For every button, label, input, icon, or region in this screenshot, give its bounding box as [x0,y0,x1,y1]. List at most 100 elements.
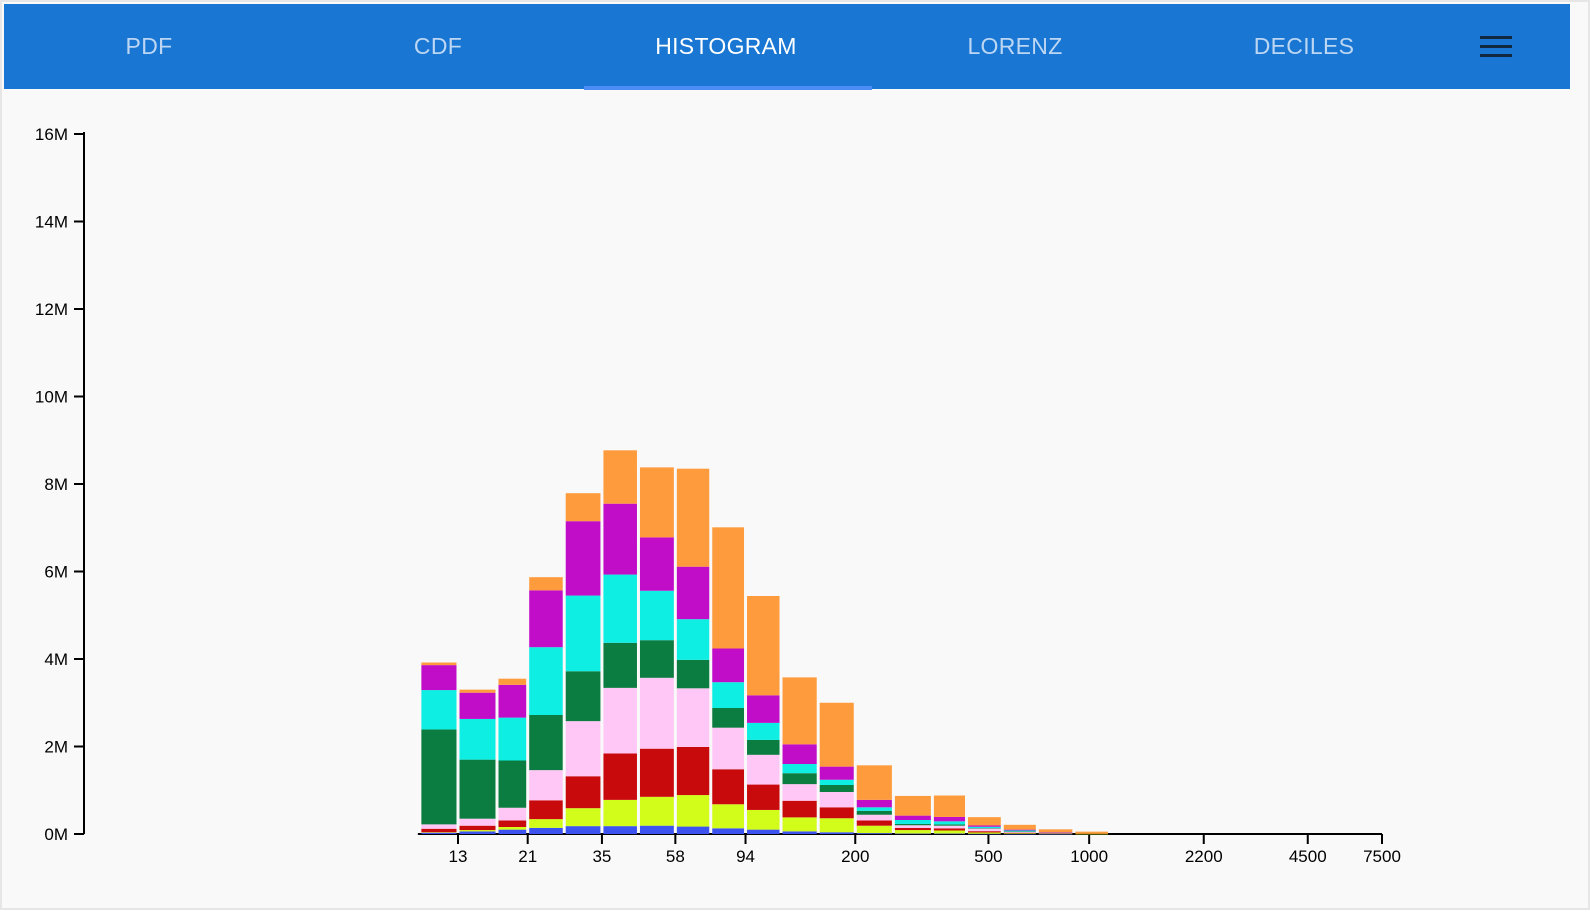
bar-segment [747,784,780,810]
tab-pdf[interactable]: PDF [125,33,173,59]
bar-segment [639,590,674,641]
y-tick-label: 16M [35,125,68,144]
x-tick-label: 500 [974,847,1002,866]
bar-segment [1003,824,1036,830]
bar-segment [676,659,710,689]
bar-segment [498,829,527,834]
bar-segment [819,779,854,785]
bar-segment [639,748,674,797]
bar-segment [1075,833,1108,835]
bar-segment [782,831,817,834]
bar-segment [639,640,674,678]
bar-stacks [421,450,1108,835]
bar-segment [968,825,1001,827]
x-tick-label: 1000 [1070,847,1108,866]
x-tick-label: 58 [666,847,685,866]
y-tick-label: 4M [44,650,68,669]
x-axis: 13 21 35 58 94 200 500 1000 2200 4500 7500 [417,833,1401,866]
bar-segment [1038,833,1073,835]
bar-segment [565,521,601,596]
bar-segment [968,826,1001,829]
bar-segment [529,770,563,801]
bar-segment [498,684,527,718]
bar-segment [712,828,745,834]
bar-segment [498,717,527,761]
bar-segment [529,819,563,828]
bar-segment [933,828,966,831]
bar-segment [856,814,892,821]
tab-histogram[interactable]: HISTOGRAM [655,33,797,59]
bar-segment [894,830,931,834]
bar-segment [782,744,817,764]
bar-segment [819,818,854,833]
bar-segment [933,795,966,817]
bar-segment [603,799,637,827]
bar-segment [747,695,780,723]
bar-segment [421,665,457,691]
bar-segment [459,818,496,826]
bar-segment [1038,832,1073,834]
bar-segment [782,784,817,801]
bar-segment [529,827,563,834]
bar-segment [782,817,817,832]
bar-segment [639,796,674,826]
bar-segment [933,821,966,825]
tab-deciles[interactable]: DECILES [1253,33,1355,59]
bar-segment [421,824,457,829]
bar-segment [676,566,710,620]
bar-segment [459,759,496,819]
bar-segment [782,800,817,818]
bar-segment [1003,833,1036,834]
tab-cdf[interactable]: CDF [413,33,463,59]
x-tick-label: 35 [592,847,611,866]
bar-segment [1038,829,1073,833]
bar-segment [603,826,637,834]
bar-segment [639,677,674,749]
bar-segment [459,689,496,693]
bar-segment [1003,830,1036,832]
bar-segment [819,792,854,808]
bar-segment [933,825,966,829]
bar-segment [968,832,1001,834]
hamburger-menu-icon[interactable] [1478,32,1514,62]
y-tick-label: 8M [44,475,68,494]
bar-segment [459,825,496,831]
y-tick-label: 2M [44,738,68,757]
bar-segment [1038,833,1073,835]
bar-segment [856,833,892,834]
bar-segment [819,785,854,792]
bar-segment [894,820,931,824]
bar-segment [968,831,1001,833]
bar-segment [676,619,710,660]
bar-segment [421,729,457,825]
bar-segment [782,773,817,785]
x-tick-label: 21 [518,847,537,866]
y-tick-label: 10M [35,388,68,407]
bar-segment [819,702,854,767]
tab-lorenz[interactable]: LORENZ [967,33,1063,59]
bar-segment [819,766,854,780]
x-tick-label: 94 [736,847,755,866]
bar-segment [1003,832,1036,834]
bar-segment [856,765,892,800]
bar-segment [603,574,637,643]
bar-segment [676,468,710,567]
bar-segment [933,833,966,835]
bar-segment [712,708,745,728]
bar-segment [968,828,1001,832]
bar-segment [856,825,892,834]
bar-segment [676,795,710,827]
bar-segment [603,753,637,800]
bar-segment [856,810,892,815]
app-bar: PDF CDF HISTOGRAM LORENZ DECILES [4,4,1570,90]
bar-segment [498,827,527,830]
bar-segment [459,830,496,832]
bar-segment [933,824,966,826]
bar-segment [782,764,817,774]
bar-segment [529,590,563,648]
bar-segment [782,677,817,745]
bar-segment [603,450,637,504]
histogram-chart: 0M 2M 4M 6M 8M 10M 12M 14M 16M 13 21 35 58 94 200 500 1… [2,90,1590,912]
